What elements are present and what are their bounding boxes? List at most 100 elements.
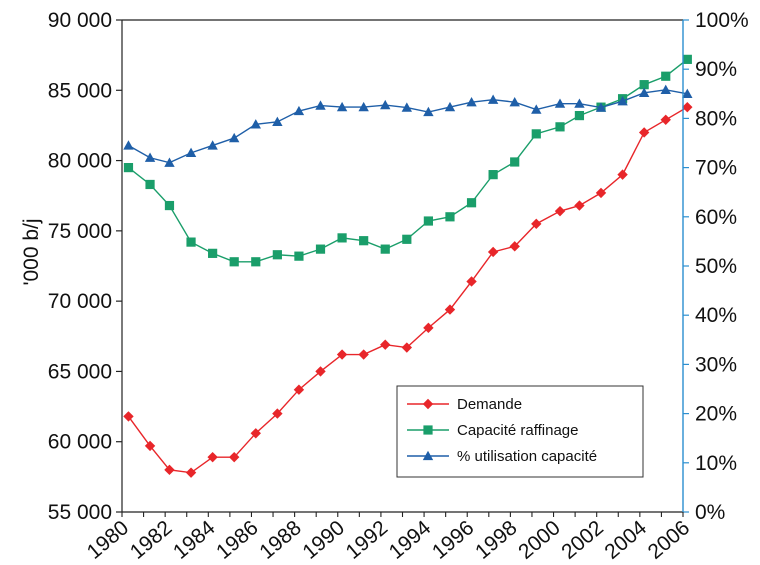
- right-tick-label: 50%: [695, 255, 737, 278]
- data-point: [402, 234, 412, 244]
- data-point: [509, 241, 520, 252]
- x-tick-label: 1992: [342, 516, 393, 564]
- data-point: [315, 100, 326, 110]
- legend-label: Capacité raffinage: [457, 422, 578, 439]
- data-point: [380, 99, 391, 110]
- data-point: [487, 94, 499, 104]
- right-tick-label: 10%: [695, 452, 737, 475]
- data-point: [574, 98, 585, 108]
- data-point: [682, 88, 693, 98]
- y-axis-title: '000 b/j: [20, 218, 43, 285]
- x-tick-label: 1998: [471, 516, 522, 564]
- left-tick-label: 55 000: [48, 501, 112, 524]
- data-point: [294, 251, 304, 261]
- data-point: [617, 169, 628, 180]
- series-square: [123, 54, 692, 267]
- x-tick-label: 1986: [212, 516, 263, 564]
- right-tick-label: 100%: [695, 9, 749, 32]
- right-tick-label: 80%: [695, 107, 737, 130]
- x-tick-label: 1996: [428, 516, 479, 564]
- x-tick-label: 2002: [557, 516, 608, 564]
- data-point: [272, 408, 283, 419]
- data-point: [185, 147, 197, 157]
- data-point: [272, 250, 282, 260]
- data-point: [660, 114, 671, 126]
- data-point: [164, 464, 175, 476]
- legend-label: Demande: [457, 396, 522, 413]
- series-triangle: [123, 84, 693, 167]
- data-point: [660, 84, 671, 95]
- data-point: [164, 200, 175, 211]
- data-point: [466, 198, 477, 208]
- data-point: [531, 129, 541, 139]
- data-point: [423, 216, 433, 226]
- data-point: [186, 237, 196, 247]
- x-tick-label: 1990: [298, 516, 349, 564]
- legend: Demande Capacité raffinage % utilisation c…: [396, 385, 644, 478]
- data-point: [531, 104, 542, 114]
- data-point: [164, 157, 175, 167]
- data-point: [682, 54, 692, 64]
- right-tick-label: 90%: [695, 58, 737, 81]
- data-point: [595, 187, 607, 199]
- data-point: [510, 157, 520, 167]
- data-point: [229, 132, 240, 143]
- legend-swatch-marker: [422, 450, 434, 461]
- data-point: [336, 349, 348, 360]
- x-tick-label: 2000: [514, 516, 565, 564]
- data-point: [358, 101, 369, 112]
- data-point: [554, 205, 566, 217]
- data-point: [337, 233, 347, 243]
- data-point: [380, 339, 391, 350]
- data-point: [574, 200, 585, 211]
- series-line: [128, 58, 688, 263]
- data-point: [293, 384, 305, 395]
- data-point: [145, 179, 155, 190]
- data-point: [208, 248, 218, 258]
- x-tick-label: 1988: [255, 516, 306, 564]
- data-point: [123, 163, 134, 173]
- data-point: [423, 322, 434, 334]
- data-point: [144, 152, 156, 162]
- plot-frame: [121, 19, 684, 513]
- legend-box: [396, 385, 644, 478]
- data-point: [123, 140, 134, 150]
- series-layer: [123, 54, 693, 478]
- left-tick-label: 85 000: [48, 79, 112, 102]
- x-tick-label: 1982: [126, 516, 177, 564]
- data-point: [554, 98, 566, 108]
- left-axis-ticks: 55 000 60 000 65 000 70 000 75 000 80 000 85 0…: [48, 9, 122, 524]
- right-tick-label: 60%: [695, 206, 737, 229]
- data-point: [251, 257, 261, 267]
- data-point: [487, 246, 499, 258]
- x-tick-label: 1994: [385, 516, 436, 564]
- right-tick-label: 40%: [695, 304, 737, 327]
- series-line: [128, 89, 688, 164]
- left-tick-label: 90 000: [48, 9, 112, 32]
- data-point: [531, 218, 542, 230]
- legend-swatch-marker: [423, 425, 433, 435]
- data-point: [445, 212, 455, 222]
- data-point: [401, 342, 413, 353]
- right-tick-label: 20%: [695, 403, 737, 426]
- data-point: [315, 244, 326, 254]
- data-point: [423, 106, 434, 117]
- left-tick-label: 75 000: [48, 220, 112, 243]
- data-point: [207, 451, 218, 463]
- data-point: [229, 451, 240, 463]
- data-point: [617, 95, 628, 106]
- data-point: [488, 170, 498, 180]
- data-point: [682, 101, 693, 113]
- right-tick-label: 70%: [695, 157, 737, 180]
- data-point: [358, 349, 369, 360]
- data-point: [336, 101, 348, 112]
- data-point: [661, 71, 671, 81]
- data-point: [509, 96, 520, 107]
- x-tick-label: 2006: [644, 516, 695, 564]
- legend-swatch-marker: [422, 398, 434, 410]
- left-tick-label: 65 000: [48, 360, 112, 383]
- right-tick-label: 30%: [695, 353, 737, 376]
- data-point: [315, 366, 326, 377]
- data-point: [574, 110, 585, 121]
